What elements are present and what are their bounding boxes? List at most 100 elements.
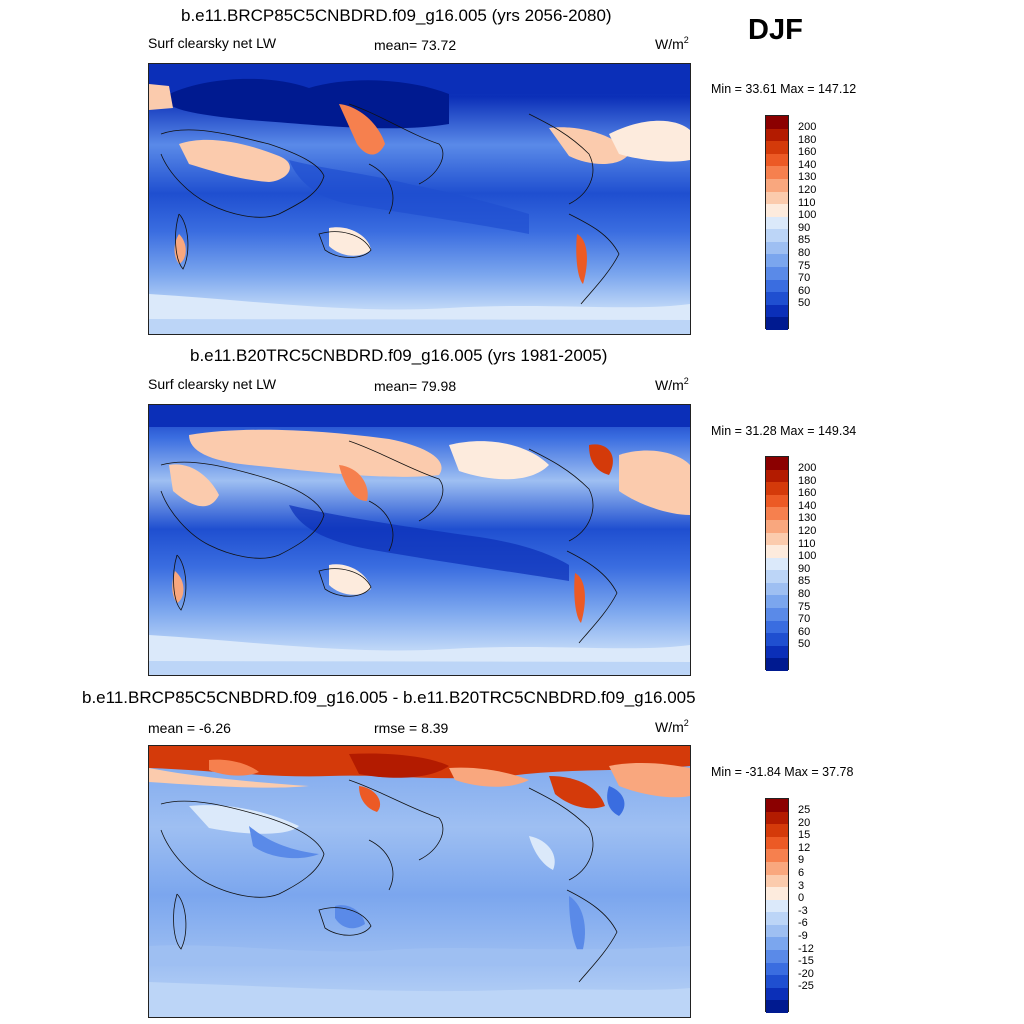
colorbar-swatch (766, 141, 788, 155)
colorbar-tick-label: 12 (798, 841, 811, 854)
colorbar-swatch (766, 899, 788, 913)
colorbar-swatch (766, 950, 788, 964)
colorbar-swatch (766, 887, 788, 901)
colorbar-swatch (766, 519, 788, 534)
colorbar-tick-label: -15 (798, 955, 814, 968)
colorbar-tick-label: 85 (798, 234, 811, 247)
panel3-mean-label: mean = -6.26 (148, 720, 231, 736)
colorbar-tick-label: 70 (798, 272, 811, 285)
colorbar-swatch (766, 861, 788, 876)
colorbar-swatch (766, 836, 788, 850)
colorbar-tick-label: -12 (798, 942, 814, 955)
colorbar-tick-label: -25 (798, 980, 814, 993)
colorbar-tick-label: 6 (798, 867, 805, 880)
panel2-units: W/m2 (655, 376, 689, 393)
colorbar-tick-label: 60 (798, 284, 811, 297)
colorbar-tick-label: 0 (798, 892, 805, 905)
colorbar-tick-label: 110 (798, 537, 816, 550)
colorbar-swatch (766, 570, 788, 584)
colorbar-swatch (766, 116, 788, 130)
colorbar-tick-label: 140 (798, 499, 817, 512)
panel1-colorbar-boxes (765, 115, 789, 331)
panel1-minmax: Min = 33.61 Max = 147.12 (711, 82, 857, 96)
colorbar-swatch (766, 849, 788, 863)
colorbar-swatch (766, 595, 788, 609)
colorbar-tick-label: 70 (798, 613, 811, 626)
colorbar-swatch (766, 153, 788, 167)
colorbar-tick-label: 130 (798, 512, 817, 525)
colorbar-tick-label: 160 (798, 146, 817, 159)
colorbar-swatch (766, 317, 788, 331)
colorbar-swatch (766, 241, 788, 255)
colorbar-tick-label: 200 (798, 121, 817, 134)
panel3-units: W/m2 (655, 718, 689, 735)
colorbar-tick-label: -3 (798, 904, 808, 917)
colorbar-swatch (766, 279, 788, 293)
colorbar-tick-label: 85 (798, 575, 811, 588)
colorbar-swatch (766, 191, 788, 205)
colorbar-swatch (766, 608, 788, 622)
colorbar-tick-label: 50 (798, 297, 811, 310)
colorbar-swatch (766, 494, 788, 508)
panel1-title: b.e11.BRCP85C5CNBDRD.f09_g16.005 (yrs 20… (181, 6, 612, 25)
colorbar-tick-label: 180 (798, 474, 817, 487)
colorbar-swatch (766, 166, 788, 180)
panel2-minmax: Min = 31.28 Max = 149.34 (711, 424, 857, 438)
colorbar-tick-label: 80 (798, 587, 811, 600)
colorbar-tick-label: 100 (798, 209, 817, 222)
colorbar-tick-label: 75 (798, 259, 811, 272)
colorbar-swatch (766, 937, 788, 951)
colorbar-tick-label: 15 (798, 829, 811, 842)
season-label: DJF (748, 14, 803, 46)
colorbar-swatch (766, 267, 788, 281)
colorbar-tick-label: 50 (798, 638, 811, 651)
colorbar-tick-label: -9 (798, 929, 808, 942)
colorbar-swatch (766, 557, 788, 571)
panel1-variable-label: Surf clearsky net LW (148, 35, 277, 51)
colorbar-swatch (766, 482, 788, 496)
colorbar-swatch (766, 507, 788, 521)
colorbar-tick-label: 20 (798, 816, 811, 829)
colorbar-swatch (766, 292, 788, 306)
colorbar-tick-label: 9 (798, 854, 805, 867)
colorbar-swatch (766, 304, 788, 318)
colorbar-tick-label: 130 (798, 171, 817, 184)
panel2-colorbar-boxes (765, 456, 789, 672)
colorbar-swatch (766, 799, 788, 813)
colorbar-swatch (766, 912, 788, 926)
colorbar-swatch (766, 254, 788, 268)
colorbar-swatch (766, 658, 788, 672)
colorbar-tick-label: 75 (798, 600, 811, 613)
panel2-mean-label: mean= 79.98 (374, 378, 457, 394)
panel3-title: b.e11.BRCP85C5CNBDRD.f09_g16.005 - b.e11… (82, 688, 696, 707)
colorbar-tick-label: 80 (798, 246, 811, 259)
colorbar-swatch (766, 178, 788, 193)
colorbar-tick-label: 120 (798, 525, 817, 538)
colorbar-tick-label: 90 (798, 562, 811, 575)
colorbar-tick-label: -20 (798, 967, 814, 980)
colorbar-swatch (766, 1000, 788, 1014)
colorbar-tick-label: 180 (798, 133, 817, 146)
colorbar-swatch (766, 620, 788, 634)
colorbar-tick-label: -6 (798, 917, 808, 930)
colorbar-tick-label: 200 (798, 462, 817, 475)
colorbar-tick-label: 120 (798, 184, 817, 197)
colorbar-swatch (766, 987, 788, 1001)
colorbar-swatch (766, 216, 788, 230)
panel3-rmse-label: rmse = 8.39 (374, 720, 449, 736)
colorbar-swatch (766, 229, 788, 243)
panel3-colorbar-boxes (765, 798, 789, 1014)
colorbar-tick-label: 3 (798, 879, 805, 892)
colorbar-swatch (766, 532, 788, 546)
colorbar-tick-label: 160 (798, 487, 817, 500)
colorbar-swatch (766, 582, 788, 596)
colorbar-tick-label: 140 (798, 158, 817, 171)
colorbar-swatch (766, 128, 788, 142)
colorbar-swatch (766, 962, 788, 976)
colorbar-swatch (766, 633, 788, 647)
colorbar-swatch (766, 975, 788, 989)
colorbar-swatch (766, 824, 788, 838)
colorbar-swatch (766, 204, 788, 218)
panel1-units: W/m2 (655, 35, 689, 52)
colorbar-tick-label: 25 (798, 804, 811, 817)
